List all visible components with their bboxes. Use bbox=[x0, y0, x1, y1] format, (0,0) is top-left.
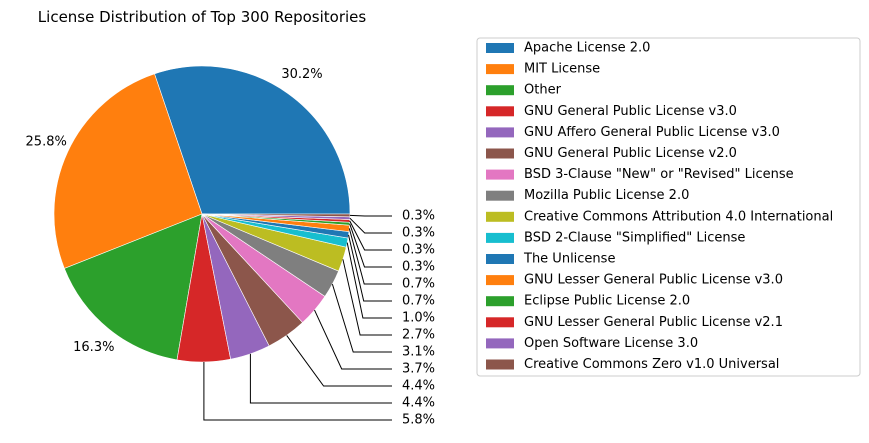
legend-swatch bbox=[486, 43, 514, 53]
percent-label: 4.4% bbox=[402, 396, 435, 411]
leader-line bbox=[349, 217, 392, 234]
legend-label: Mozilla Public License 2.0 bbox=[524, 188, 689, 203]
legend-label: MIT License bbox=[524, 62, 600, 77]
legend-label: GNU Affero General Public License v3.0 bbox=[524, 125, 780, 140]
legend-swatch bbox=[486, 359, 514, 370]
legend-swatch bbox=[486, 64, 514, 75]
legend-swatch bbox=[486, 148, 514, 159]
legend-swatch bbox=[486, 275, 514, 286]
leader-line bbox=[342, 259, 392, 336]
legend-label: Creative Commons Attribution 4.0 Interna… bbox=[524, 209, 833, 224]
legend-label: GNU Lesser General Public License v2.1 bbox=[524, 315, 783, 330]
percent-label: 4.4% bbox=[402, 379, 435, 394]
leader-line bbox=[346, 242, 392, 319]
leader-lines bbox=[203, 214, 392, 421]
percent-labels: 30.2% 25.8% 16.3% 5.8% 4.4% 4.4% 3.7% 3.1% 2.7% 1… bbox=[26, 67, 435, 428]
leader-line bbox=[348, 234, 392, 302]
percent-label: 0.3% bbox=[402, 260, 435, 275]
legend-label: BSD 3-Clause "New" or "Revised" License bbox=[524, 167, 794, 182]
legend-label: The Unlicense bbox=[523, 252, 615, 267]
legend-label: Apache License 2.0 bbox=[524, 41, 650, 56]
percent-label: 0.7% bbox=[402, 277, 435, 292]
legend-swatch bbox=[486, 106, 514, 117]
percent-label: 1.0% bbox=[402, 311, 435, 326]
percent-label: 0.3% bbox=[402, 243, 435, 258]
legend-swatch bbox=[486, 296, 514, 307]
leader-line bbox=[314, 309, 392, 370]
legend-label: Open Software License 3.0 bbox=[524, 336, 698, 351]
leader-line bbox=[349, 220, 392, 251]
legend-label: BSD 2-Clause "Simplified" License bbox=[524, 230, 745, 245]
legend-frame bbox=[476, 37, 861, 377]
legend-label: Other bbox=[524, 83, 562, 98]
legend-swatch bbox=[486, 338, 514, 349]
legend-swatch bbox=[486, 317, 514, 328]
legend-swatch bbox=[486, 211, 514, 222]
pie-slices bbox=[53, 65, 351, 363]
percent-label: 16.3% bbox=[73, 340, 114, 355]
legend-swatch bbox=[486, 127, 514, 138]
pie-slice bbox=[154, 65, 351, 215]
leader-line bbox=[249, 353, 392, 404]
percent-label: 3.1% bbox=[402, 345, 435, 360]
leader-line bbox=[286, 335, 392, 387]
chart-title: License Distribution of Top 300 Reposito… bbox=[38, 8, 367, 26]
legend-swatch bbox=[486, 254, 514, 264]
percent-label: 3.7% bbox=[402, 362, 435, 377]
legend-items: Apache License 2.0 MIT License Other GNU Ge… bbox=[486, 41, 833, 372]
legend-label: Creative Commons Zero v1.0 Universal bbox=[524, 357, 779, 372]
leader-line bbox=[349, 223, 392, 268]
legend-label: GNU General Public License v2.0 bbox=[524, 146, 737, 161]
pie-slice bbox=[64, 213, 203, 361]
legend-swatch bbox=[486, 85, 514, 96]
legend-swatch bbox=[486, 169, 514, 180]
leader-line bbox=[203, 362, 392, 421]
percent-label: 0.7% bbox=[402, 294, 435, 309]
leader-line bbox=[348, 228, 392, 285]
pie-slice bbox=[53, 73, 203, 269]
legend-label: GNU Lesser General Public License v3.0 bbox=[524, 273, 783, 288]
percent-label: 2.7% bbox=[402, 328, 435, 343]
legend-swatch bbox=[486, 232, 514, 243]
legend-label: Eclipse Public License 2.0 bbox=[524, 294, 690, 309]
percent-label: 5.8% bbox=[402, 413, 435, 428]
percent-label: 25.8% bbox=[26, 134, 67, 149]
percent-label: 0.3% bbox=[402, 209, 435, 224]
legend-label: GNU General Public License v3.0 bbox=[524, 104, 737, 119]
percent-label: 30.2% bbox=[281, 67, 322, 82]
legend-swatch bbox=[486, 190, 514, 201]
leader-line bbox=[331, 283, 392, 353]
legend: Apache License 2.0 MIT License Other GNU Ge… bbox=[476, 37, 861, 377]
percent-label: 0.3% bbox=[402, 226, 435, 241]
leader-line bbox=[349, 214, 392, 217]
pie-slice bbox=[201, 213, 351, 218]
